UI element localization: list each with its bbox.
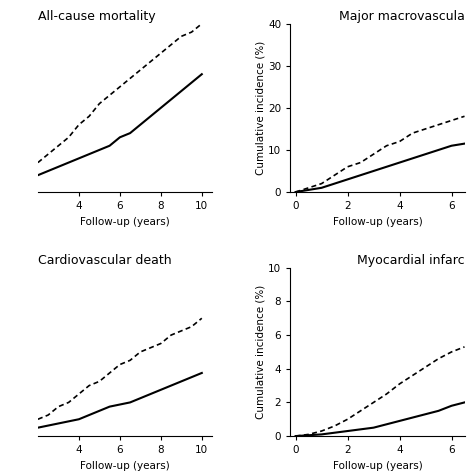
- X-axis label: Follow-up (years): Follow-up (years): [333, 461, 422, 471]
- Text: Cardiovascular death: Cardiovascular death: [38, 254, 172, 266]
- X-axis label: Follow-up (years): Follow-up (years): [80, 461, 170, 471]
- Text: Major macrovascula: Major macrovascula: [338, 9, 465, 23]
- Text: All-cause mortality: All-cause mortality: [38, 9, 155, 23]
- Y-axis label: Cumulative incidence (%): Cumulative incidence (%): [255, 41, 265, 175]
- X-axis label: Follow-up (years): Follow-up (years): [80, 217, 170, 227]
- Y-axis label: Cumulative incidence (%): Cumulative incidence (%): [255, 285, 265, 419]
- X-axis label: Follow-up (years): Follow-up (years): [333, 217, 422, 227]
- Text: Myocardial infarc: Myocardial infarc: [357, 254, 465, 266]
